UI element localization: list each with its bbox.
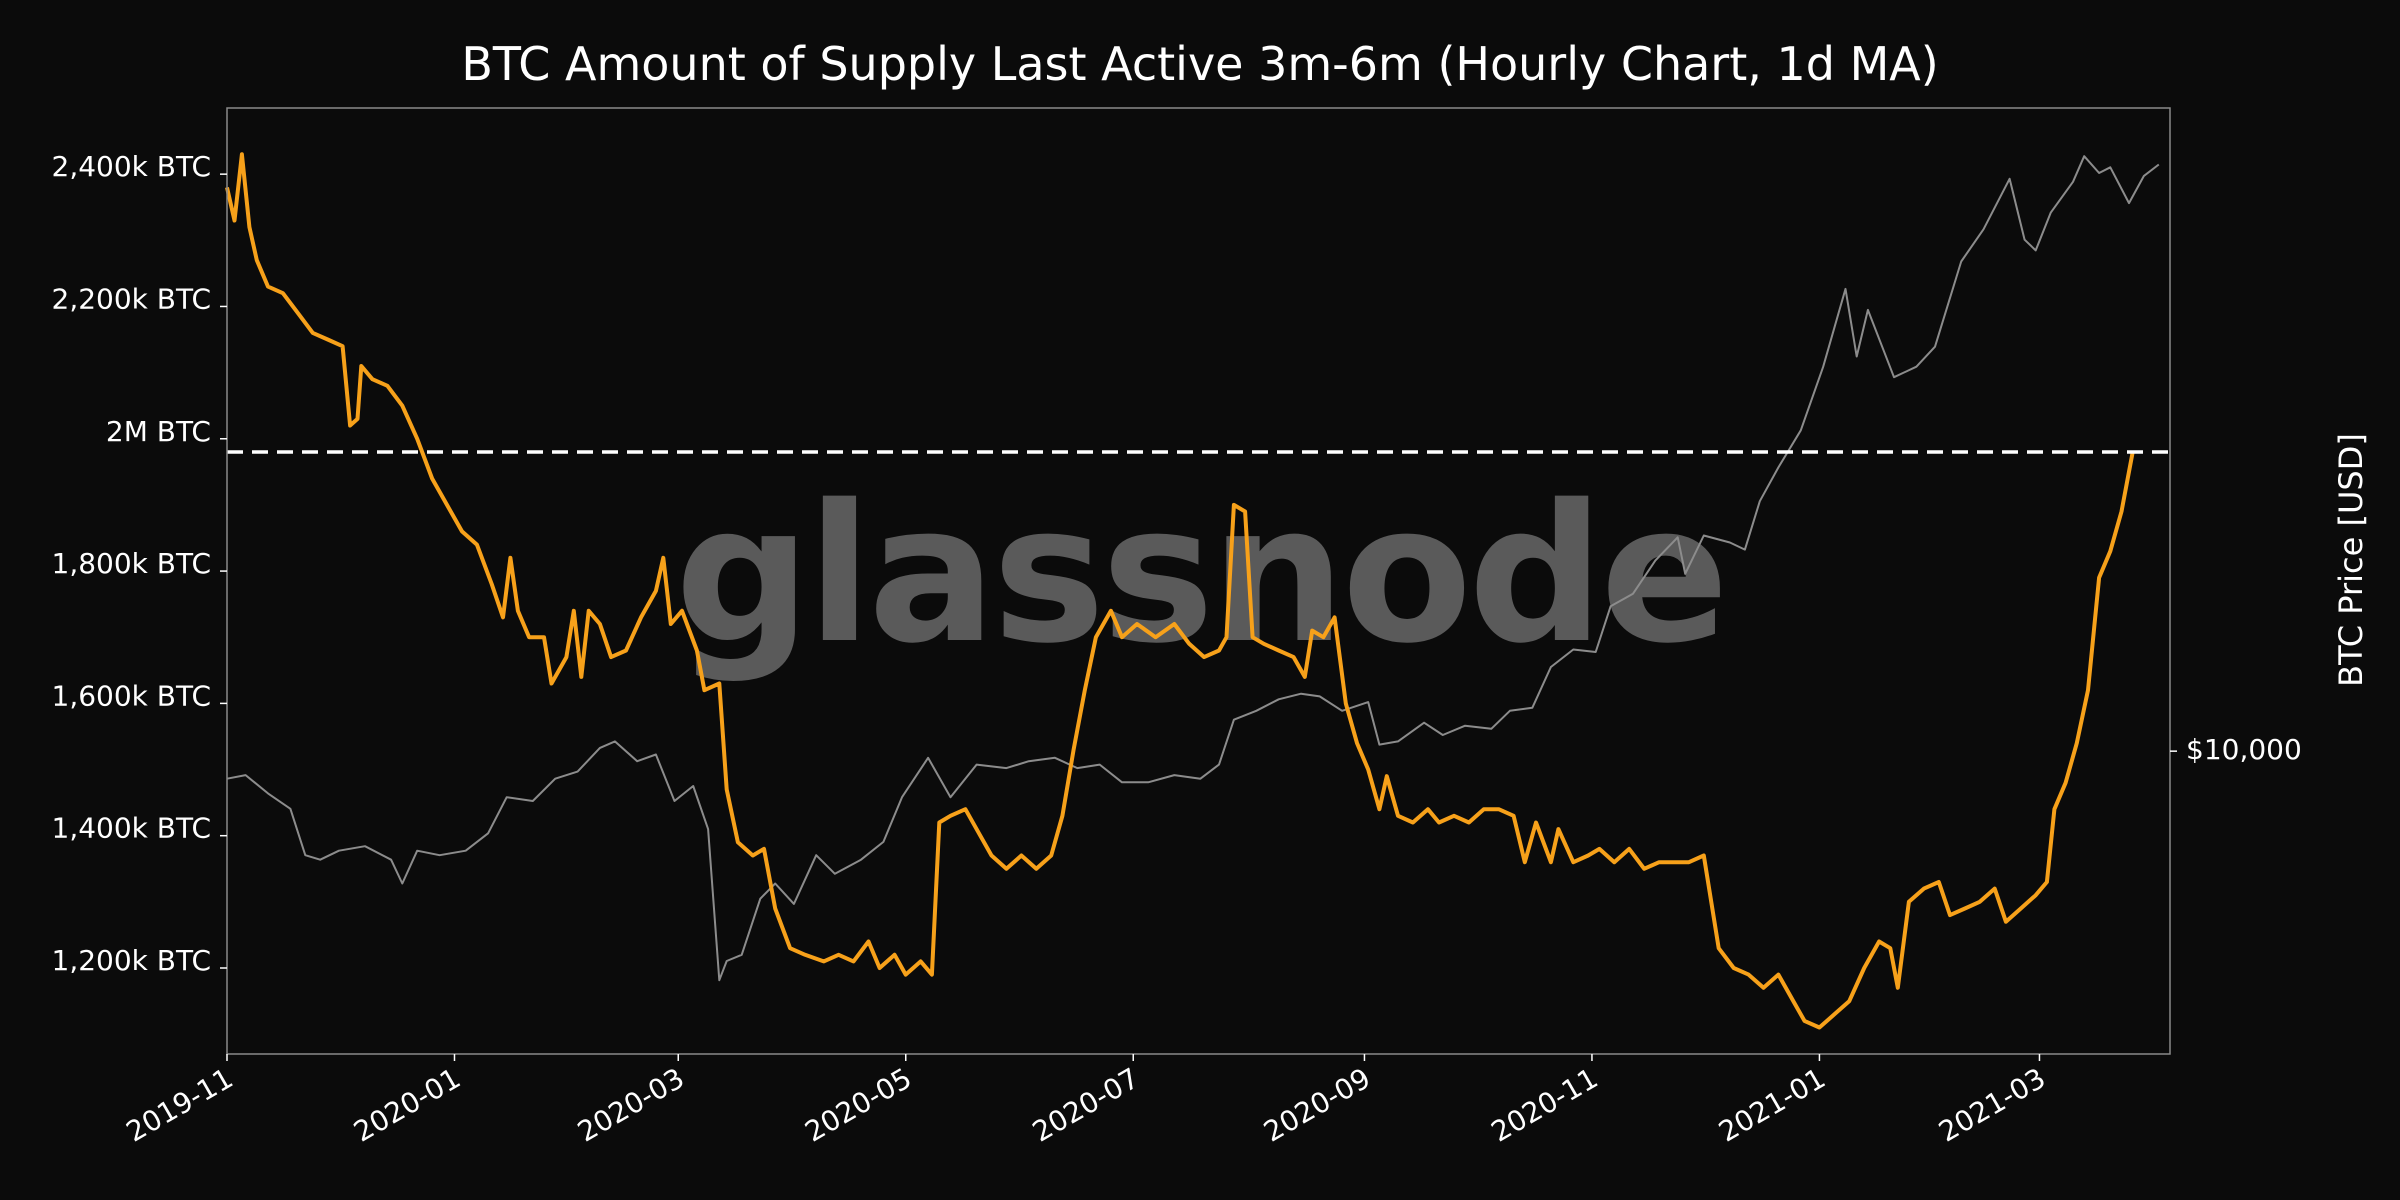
y-tick-label: 2,400k BTC	[52, 150, 212, 183]
y-tick-label: 2,200k BTC	[52, 282, 212, 315]
watermark-logo: glassnode	[675, 464, 1725, 685]
x-tick-label: 2019-11	[121, 1061, 239, 1148]
x-tick-label: 2021-01	[1713, 1061, 1831, 1148]
x-tick-label: 2020-03	[572, 1061, 690, 1148]
plot-frame	[226, 107, 2171, 1055]
plot-area	[225, 152, 2170, 1030]
x-tick-label: 2020-07	[1027, 1061, 1145, 1148]
y-tick-label: 1,600k BTC	[52, 679, 212, 712]
btc-price-line	[226, 155, 2160, 982]
y-tick-label: 1,800k BTC	[52, 547, 212, 580]
chart-title: BTC Amount of Supply Last Active 3m-6m (…	[461, 37, 1938, 91]
y-tick-label: 2M BTC	[106, 415, 211, 448]
x-tick-label: 2021-03	[1933, 1061, 2051, 1148]
x-tick-label: 2020-05	[799, 1061, 917, 1148]
supply-3m-6m-line	[225, 152, 2135, 1030]
right-axis-title: BTC Price [USD]	[2332, 433, 2370, 687]
y-tick-label: 1,400k BTC	[52, 812, 212, 845]
y-tick-label: 1,200k BTC	[52, 944, 212, 977]
x-tick-label: 2020-09	[1258, 1061, 1376, 1148]
x-tick-label: 2020-01	[348, 1061, 466, 1148]
right-y-tick-label: $10,000	[2186, 733, 2302, 766]
x-tick-label: 2020-11	[1486, 1061, 1604, 1148]
